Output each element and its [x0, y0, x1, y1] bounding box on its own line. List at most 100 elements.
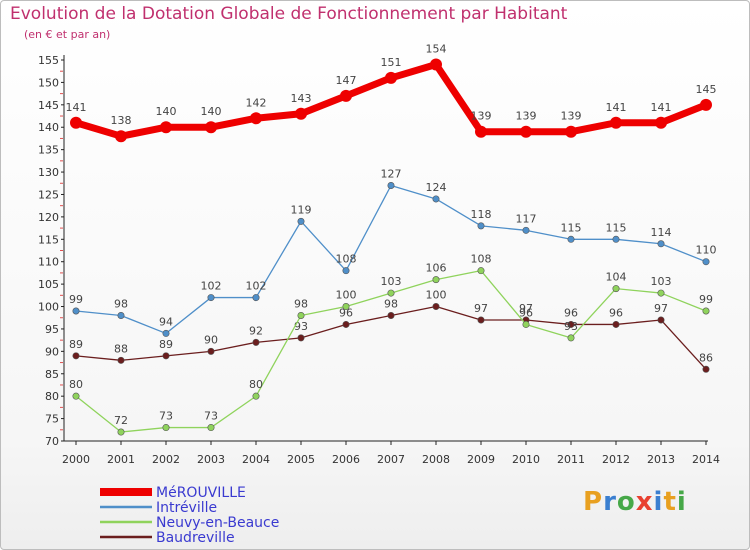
y-tick-label: 125: [38, 188, 59, 201]
data-point-m-rouville: [385, 71, 397, 84]
data-point-neuvy-en-beauce: [207, 424, 215, 432]
data-label-intr-ville: 114: [651, 226, 672, 239]
logo-letter: i: [676, 487, 687, 517]
logo-letter: r: [603, 487, 617, 517]
data-point-neuvy-en-beauce: [612, 285, 620, 293]
data-point-m-rouville: [700, 98, 712, 111]
data-point-m-rouville: [475, 125, 487, 138]
data-label-m-rouville: 154: [426, 42, 447, 55]
y-tick-label: 80: [45, 390, 59, 403]
data-point-baudreville: [252, 338, 260, 346]
data-point-baudreville: [297, 334, 305, 342]
data-point-m-rouville: [160, 121, 172, 134]
data-label-baudreville: 100: [426, 289, 447, 302]
y-tick-label: 155: [38, 54, 59, 67]
legend-label-baudreville: Baudreville: [156, 530, 235, 546]
y-tick-label: 110: [38, 256, 59, 269]
data-point-intr-ville: [477, 222, 485, 230]
data-label-baudreville: 89: [159, 338, 173, 351]
data-point-baudreville: [702, 365, 710, 373]
data-label-intr-ville: 124: [426, 181, 447, 194]
data-label-baudreville: 97: [474, 302, 488, 315]
data-point-neuvy-en-beauce: [657, 289, 665, 297]
data-label-intr-ville: 108: [336, 253, 357, 266]
data-point-m-rouville: [295, 107, 307, 120]
data-point-intr-ville: [162, 329, 170, 337]
y-tick-label: 150: [38, 76, 59, 89]
data-label-baudreville: 96: [564, 306, 578, 319]
x-tick-label: 2005: [287, 453, 315, 466]
data-label-intr-ville: 98: [114, 297, 128, 310]
data-point-intr-ville: [657, 240, 665, 248]
data-label-baudreville: 93: [294, 320, 308, 333]
data-point-baudreville: [117, 356, 125, 364]
data-label-m-rouville: 143: [291, 92, 312, 105]
legend-label-intr-ville: Intréville: [156, 500, 217, 516]
data-label-neuvy-en-beauce: 98: [294, 297, 308, 310]
data-label-intr-ville: 115: [606, 221, 627, 234]
data-point-m-rouville: [70, 116, 82, 129]
data-point-m-rouville: [565, 125, 577, 138]
data-point-neuvy-en-beauce: [342, 303, 350, 311]
data-label-neuvy-en-beauce: 80: [249, 378, 263, 391]
y-tick-label: 140: [38, 121, 59, 134]
data-point-m-rouville: [115, 130, 127, 143]
data-label-baudreville: 92: [249, 324, 263, 337]
data-point-m-rouville: [250, 112, 262, 125]
data-label-intr-ville: 110: [696, 244, 717, 257]
data-label-baudreville: 97: [519, 302, 533, 315]
data-label-baudreville: 98: [384, 297, 398, 310]
data-label-intr-ville: 117: [516, 212, 537, 225]
logo-letter: o: [616, 487, 636, 517]
data-label-intr-ville: 127: [381, 168, 402, 181]
data-label-neuvy-en-beauce: 73: [159, 410, 173, 423]
data-point-m-rouville: [205, 121, 217, 134]
data-point-neuvy-en-beauce: [702, 307, 710, 315]
data-label-intr-ville: 119: [291, 203, 312, 216]
data-label-m-rouville: 140: [201, 105, 222, 118]
data-point-baudreville: [612, 320, 620, 328]
data-label-baudreville: 86: [699, 351, 713, 364]
data-label-baudreville: 88: [114, 342, 128, 355]
x-tick-label: 2008: [422, 453, 450, 466]
data-point-intr-ville: [117, 311, 125, 319]
data-label-intr-ville: 94: [159, 315, 173, 328]
data-point-baudreville: [432, 303, 440, 311]
data-label-neuvy-en-beauce: 108: [471, 253, 492, 266]
y-tick-label: 105: [38, 278, 59, 291]
data-label-neuvy-en-beauce: 96: [519, 306, 533, 319]
data-point-intr-ville: [72, 307, 80, 315]
data-point-neuvy-en-beauce: [117, 428, 125, 436]
data-point-neuvy-en-beauce: [297, 311, 305, 319]
data-point-neuvy-en-beauce: [522, 320, 530, 328]
y-tick-label: 120: [38, 211, 59, 224]
y-tick-label: 145: [38, 99, 59, 112]
data-point-baudreville: [72, 352, 80, 360]
data-point-neuvy-en-beauce: [72, 392, 80, 400]
logo-letter: P: [583, 487, 604, 517]
data-label-intr-ville: 115: [561, 221, 582, 234]
y-tick-label: 75: [45, 413, 59, 426]
data-label-neuvy-en-beauce: 73: [204, 410, 218, 423]
data-point-intr-ville: [432, 195, 440, 203]
legend-label-neuvy-en-beauce: Neuvy-en-Beauce: [156, 515, 279, 531]
legend-label-m-rouville: MéROUVILLE: [156, 485, 246, 501]
data-point-baudreville: [567, 320, 575, 328]
data-label-intr-ville: 118: [471, 208, 492, 221]
logo-letter: x: [635, 487, 654, 517]
x-tick-label: 2012: [602, 453, 630, 466]
y-tick-label: 95: [45, 323, 59, 336]
data-label-m-rouville: 141: [606, 101, 627, 114]
data-point-neuvy-en-beauce: [162, 424, 170, 432]
data-point-neuvy-en-beauce: [567, 334, 575, 342]
data-label-m-rouville: 147: [336, 74, 357, 87]
y-tick-label: 130: [38, 166, 59, 179]
data-point-neuvy-en-beauce: [387, 289, 395, 297]
data-point-baudreville: [477, 316, 485, 324]
x-tick-label: 2003: [197, 453, 225, 466]
data-point-baudreville: [342, 320, 350, 328]
data-label-m-rouville: 151: [381, 56, 402, 69]
data-label-neuvy-en-beauce: 72: [114, 414, 128, 427]
